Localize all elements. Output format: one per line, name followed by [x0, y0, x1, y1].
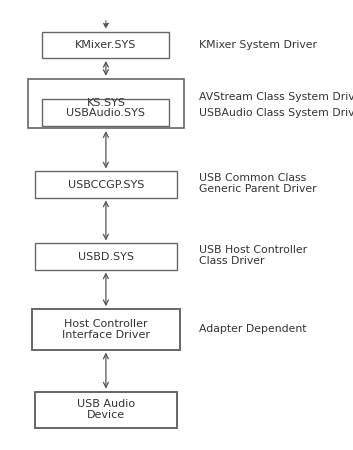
- Text: KS.SYS: KS.SYS: [86, 99, 125, 108]
- Bar: [32, 309, 180, 350]
- Text: Host Controller
Interface Driver: Host Controller Interface Driver: [62, 319, 150, 340]
- Text: USBAudio.SYS: USBAudio.SYS: [66, 108, 145, 117]
- Text: Adapter Dependent: Adapter Dependent: [199, 324, 307, 334]
- Text: USBAudio Class System Driver: USBAudio Class System Driver: [199, 108, 353, 117]
- Bar: [42, 99, 169, 126]
- Bar: [28, 79, 184, 128]
- Text: KMixer.SYS: KMixer.SYS: [75, 40, 137, 50]
- Text: USB Host Controller
Class Driver: USB Host Controller Class Driver: [199, 245, 307, 266]
- Bar: [35, 243, 177, 270]
- Text: USBD.SYS: USBD.SYS: [78, 252, 134, 261]
- Text: USB Audio
Device: USB Audio Device: [77, 399, 135, 420]
- Bar: [42, 32, 169, 58]
- Text: USB Common Class
Generic Parent Driver: USB Common Class Generic Parent Driver: [199, 173, 317, 194]
- Text: AVStream Class System Driver: AVStream Class System Driver: [199, 92, 353, 102]
- Text: KMixer System Driver: KMixer System Driver: [199, 40, 317, 50]
- Text: USBCCGP.SYS: USBCCGP.SYS: [68, 180, 144, 189]
- Bar: [35, 392, 177, 428]
- Bar: [35, 171, 177, 198]
